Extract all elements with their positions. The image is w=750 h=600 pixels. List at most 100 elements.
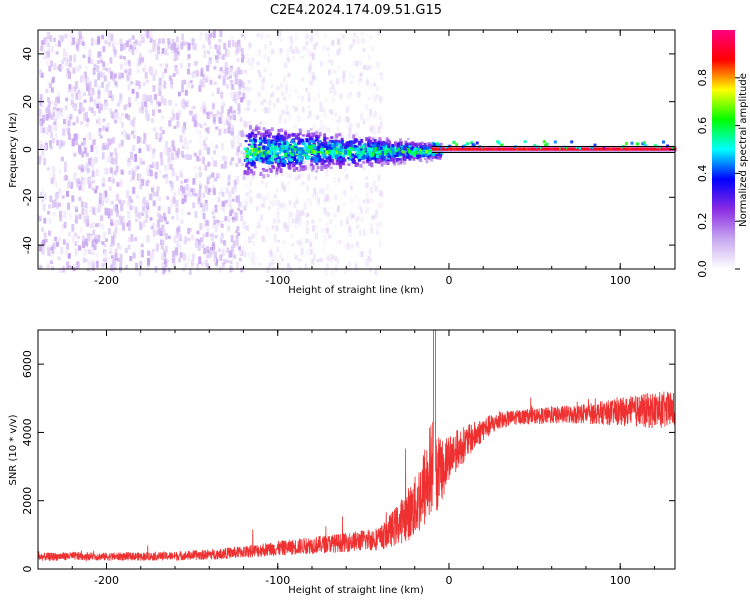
spectrogram-cell bbox=[625, 147, 628, 151]
spectrogram-cell bbox=[104, 39, 108, 45]
spectrogram-cell bbox=[260, 32, 264, 40]
spectrogram-cell bbox=[47, 48, 51, 52]
spectrogram-cell bbox=[231, 84, 235, 91]
spectrogram-cell bbox=[291, 243, 295, 247]
spectrogram-cell bbox=[340, 158, 344, 161]
spectrogram-cell bbox=[215, 126, 219, 130]
spectrogram-cell bbox=[436, 147, 439, 151]
spectrogram-cell bbox=[140, 243, 144, 248]
spectrogram-cell bbox=[97, 88, 101, 95]
spectrogram-cell bbox=[237, 78, 241, 83]
spectrogram-cell bbox=[192, 178, 196, 185]
x-tick-label: -100 bbox=[265, 274, 290, 287]
spectrogram-cell bbox=[90, 140, 94, 148]
spectrogram-cell bbox=[87, 260, 91, 267]
spectrogram-cell bbox=[337, 65, 341, 69]
spectrogram-cell bbox=[312, 149, 316, 154]
spectrogram-cell bbox=[278, 117, 282, 124]
spectrogram-cell bbox=[182, 154, 186, 159]
spectrogram-cell bbox=[275, 139, 279, 143]
spectrogram-cell bbox=[283, 142, 286, 146]
spectrogram-cell bbox=[220, 233, 224, 238]
spectrogram-cell bbox=[263, 149, 267, 154]
spectrogram-cell bbox=[286, 162, 290, 166]
spectrogram-cell bbox=[244, 140, 248, 143]
spectrogram-cell bbox=[178, 243, 182, 250]
spectrogram-cell bbox=[293, 155, 297, 160]
spectrogram-cell bbox=[217, 44, 221, 52]
spectrogram-cell bbox=[66, 242, 70, 250]
spectrogram-cell bbox=[325, 146, 329, 151]
spectrogram-cell bbox=[389, 157, 393, 162]
spectrogram-cell bbox=[97, 36, 101, 44]
spectrogram-cell bbox=[280, 141, 284, 145]
spectrogram-cell bbox=[213, 150, 216, 155]
spectrogram-cell bbox=[342, 161, 345, 166]
spectrogram-cell bbox=[51, 79, 55, 84]
spectrogram-cell bbox=[403, 157, 407, 162]
spectrogram-cell bbox=[292, 105, 296, 110]
spectrogram-cell bbox=[190, 84, 194, 89]
spectrogram-cell bbox=[96, 65, 100, 73]
spectrogram-cell bbox=[78, 214, 82, 220]
spectrogram-cell bbox=[246, 161, 250, 165]
spectrogram-cell bbox=[379, 221, 383, 228]
spectrogram-cell bbox=[310, 169, 314, 172]
spectrogram-cell bbox=[368, 249, 372, 256]
spectrogram-cell bbox=[227, 181, 231, 186]
spectrogram-cell bbox=[327, 253, 331, 260]
spectrogram-cell bbox=[372, 149, 375, 155]
spectrogram-cell bbox=[183, 253, 187, 261]
spectrogram-cell bbox=[193, 120, 197, 128]
spectrogram-cell bbox=[308, 61, 312, 69]
spectrogram-cell bbox=[262, 145, 266, 150]
spectrogram-cell bbox=[266, 266, 270, 274]
spectrogram-cell bbox=[188, 140, 192, 144]
spectrogram-cell bbox=[278, 204, 282, 211]
spectrogram-cell bbox=[132, 252, 136, 259]
spectrogram-cell bbox=[297, 157, 301, 163]
spectrogram-cell bbox=[264, 139, 268, 144]
spectrogram-cell bbox=[147, 265, 150, 271]
spectrogram-cell bbox=[81, 41, 85, 46]
spectrogram-cell bbox=[202, 212, 206, 220]
spectrogram-cell bbox=[310, 158, 314, 161]
spectrogram-cell bbox=[365, 191, 369, 198]
spectrogram-cell bbox=[50, 100, 54, 105]
figure-title: C2E4.2024.174.09.51.G15 bbox=[270, 3, 442, 18]
spectrogram-cell bbox=[201, 81, 205, 88]
spectrogram-cell bbox=[221, 54, 225, 60]
spectrogram-cell bbox=[44, 144, 47, 150]
spectrogram-cell bbox=[222, 75, 226, 82]
spectrogram-cell bbox=[188, 192, 192, 198]
spectrogram-cell bbox=[248, 136, 252, 143]
spectrogram-cell bbox=[210, 250, 214, 256]
spectrogram-cell bbox=[596, 147, 599, 151]
spectrogram-cell bbox=[102, 193, 106, 201]
spectrogram-cell bbox=[331, 83, 335, 90]
spectrogram-cell bbox=[94, 207, 98, 214]
spectrogram-cell bbox=[65, 250, 69, 255]
spectrogram-cell bbox=[181, 85, 184, 93]
spectrogram-cell bbox=[347, 267, 351, 273]
spectrogram-cell bbox=[278, 159, 282, 163]
spectrogram-cell bbox=[354, 146, 358, 151]
spectrogram-cell bbox=[623, 147, 626, 151]
spectrogram-cell bbox=[207, 249, 211, 254]
spectrogram-cell bbox=[182, 139, 186, 147]
spectrogram-cell bbox=[244, 159, 248, 163]
spectrogram-cell bbox=[236, 176, 240, 184]
spectrogram-cell bbox=[198, 256, 202, 265]
spectrogram-cell bbox=[81, 207, 85, 215]
spectrogram-cell bbox=[644, 147, 647, 151]
spectrogram-cell bbox=[172, 196, 176, 205]
spectrogram-cell bbox=[259, 121, 263, 125]
spectrogram-cell bbox=[283, 76, 286, 83]
spectrogram-cell bbox=[364, 258, 368, 265]
spectrogram-cell bbox=[167, 38, 171, 45]
spectrogram-cell bbox=[427, 155, 431, 160]
spectrogram-cell bbox=[180, 42, 184, 50]
spectrogram-cell bbox=[90, 59, 94, 65]
spectrogram-cell bbox=[204, 185, 208, 194]
spectrogram-cell bbox=[50, 260, 53, 265]
